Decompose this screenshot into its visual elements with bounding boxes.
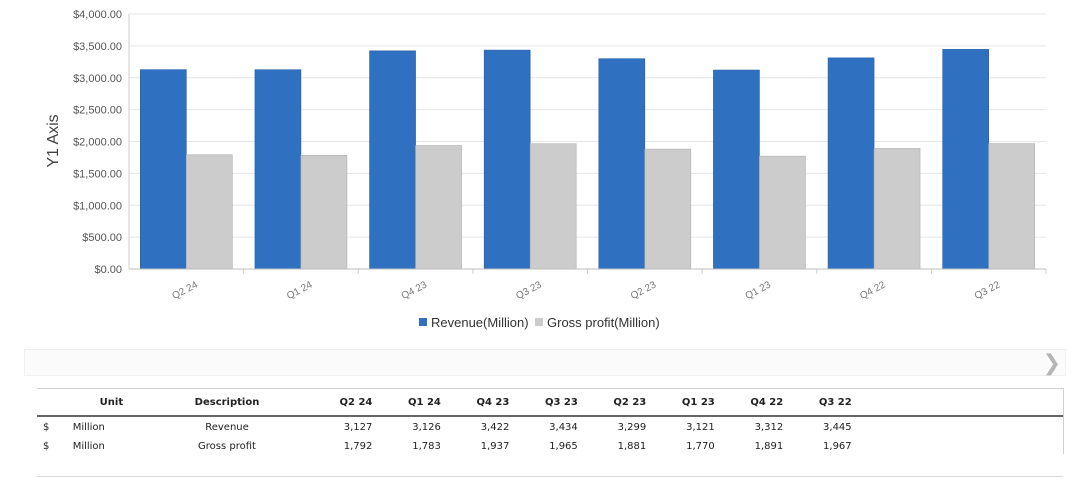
x-tick-label: Q3 22: [973, 279, 1003, 302]
row-description: Gross profit: [198, 440, 256, 452]
row-value: 1,783: [412, 440, 441, 452]
x-tick-label: Q4 23: [400, 279, 430, 302]
row-currency: $: [43, 440, 50, 452]
row-value: 3,126: [412, 422, 441, 433]
row-value: 1,891: [754, 440, 784, 452]
table-row: $ Million Gross profit 1,792 1,783 1,937 1,965…: [37, 438, 1063, 454]
x-tick-label: Q2 24: [171, 279, 201, 302]
row-value: 3,312: [754, 422, 784, 433]
bar-revenue[interactable]: [827, 57, 875, 270]
y-tick-label: $3,000.00: [73, 73, 122, 85]
bar-gross-profit[interactable]: [644, 148, 692, 270]
table-row: $ Million Revenue 3,127 3,126 3,422 3,434 3,299…: [37, 416, 1063, 438]
chart-scroller: ❯: [24, 349, 1066, 376]
y-tick-label: $2,000.00: [73, 137, 122, 149]
header-spacer: [852, 389, 1063, 416]
y-tick-label: $1,000.00: [73, 200, 122, 212]
row-value: 3,422: [480, 422, 510, 433]
y-tick-label: $0.00: [94, 264, 122, 276]
bar-revenue[interactable]: [483, 49, 531, 270]
bar-gross-profit[interactable]: [300, 155, 348, 270]
header-period: Q4 22: [750, 396, 784, 408]
bar-revenue[interactable]: [140, 69, 187, 270]
bar-revenue[interactable]: [369, 50, 416, 270]
bar-gross-profit[interactable]: [186, 154, 233, 270]
bar-gross-profit[interactable]: [988, 143, 1035, 270]
bar-revenue[interactable]: [254, 69, 302, 270]
header-period: Q1 23: [681, 396, 715, 408]
row-value: 1,881: [617, 440, 647, 452]
row-value: 3,445: [823, 422, 852, 433]
header-currency: [37, 389, 73, 416]
row-value: 3,127: [343, 422, 373, 433]
row-value: 1,792: [343, 440, 373, 452]
table-body: $ Million Revenue 3,127 3,126 3,422 3,434 3,299…: [37, 416, 1063, 454]
table-header-row: Unit Description Q2 24 Q1 24 Q4 23 Q3 23 Q2 23…: [37, 389, 1063, 416]
row-value: 1,937: [480, 440, 510, 452]
bar-gross-profit[interactable]: [415, 145, 462, 270]
legend-swatch: [535, 318, 543, 326]
bar-revenue[interactable]: [598, 58, 646, 270]
table-bottom-divider: [37, 476, 1063, 477]
chevron-right-icon[interactable]: ❯: [1042, 350, 1061, 375]
header-period: Q2 23: [613, 396, 647, 408]
header-description: Description: [194, 396, 260, 408]
bar-gross-profit[interactable]: [873, 148, 921, 270]
x-tick-label: Q1 23: [744, 279, 774, 302]
legend-swatch: [419, 318, 427, 326]
y-tick-label: $500.00: [82, 232, 122, 244]
row-value: 1,770: [686, 440, 715, 452]
row-value: 1,965: [549, 440, 578, 452]
bar-revenue[interactable]: [942, 49, 989, 270]
legend-label[interactable]: Gross profit(Million): [547, 315, 660, 330]
row-value: 3,121: [686, 422, 715, 433]
bars: [140, 49, 1035, 270]
header-period: Q4 23: [476, 396, 510, 408]
row-value: 1,967: [823, 440, 852, 452]
row-spacer: [852, 438, 1063, 454]
y-axis-ticks: $0.00 $500.00 $1,000.00 $1,500.00 $2,000.00 $…: [73, 9, 122, 276]
x-tick-label: Q1 24: [285, 279, 315, 302]
row-value: 3,434: [549, 422, 578, 433]
header-unit: Unit: [99, 396, 124, 408]
y-tick-label: $3,500.00: [73, 41, 122, 53]
row-spacer: [852, 416, 1063, 438]
legend-label[interactable]: Revenue(Million): [431, 315, 529, 330]
row-value: 3,299: [617, 422, 647, 433]
bar-gross-profit[interactable]: [529, 143, 577, 270]
y-tick-label: $4,000.00: [73, 9, 122, 21]
row-unit: Million: [72, 440, 105, 452]
bar-revenue[interactable]: [713, 69, 760, 270]
header-period: Q2 24: [339, 396, 373, 408]
bar-chart: $0.00 $500.00 $1,000.00 $1,500.00 $2,000.00 $…: [45, 9, 1047, 330]
legend: Revenue(Million) Gross profit(Million): [419, 315, 660, 330]
data-table: Unit Description Q2 24 Q1 24 Q4 23 Q3 23 Q2 23…: [37, 388, 1064, 454]
x-tick-label: Q3 23: [514, 279, 544, 302]
y-axis-title: Y1 Axis: [45, 114, 62, 167]
x-tick-label: Q4 22: [858, 279, 888, 302]
x-tick-label: Q2 23: [629, 279, 659, 302]
y-tick-label: $2,500.00: [73, 105, 122, 117]
bar-gross-profit[interactable]: [759, 155, 806, 270]
x-axis-ticks: Q2 24 Q1 24 Q4 23 Q3 23 Q2 23 Q1 23 Q4 22 Q3 22: [171, 269, 1047, 302]
header-period: Q1 24: [408, 396, 441, 408]
row-description: Revenue: [205, 422, 249, 433]
y-tick-label: $1,500.00: [73, 168, 122, 180]
header-period: Q3 22: [818, 396, 852, 408]
row-currency: $: [43, 422, 50, 433]
row-unit: Million: [72, 422, 105, 433]
header-period: Q3 23: [544, 396, 578, 408]
